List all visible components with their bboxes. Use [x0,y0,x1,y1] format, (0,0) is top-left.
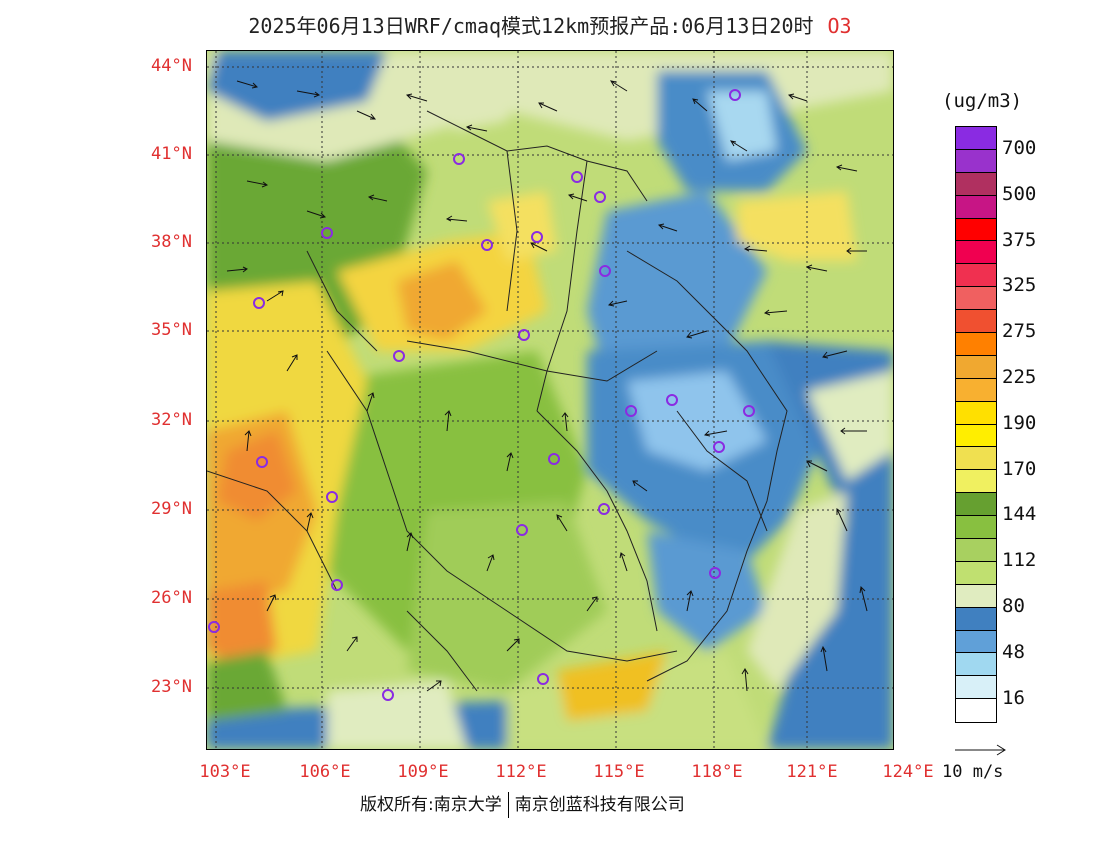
lon-label-103: 103°E [199,762,251,782]
legend-swatch [956,516,996,540]
legend-swatch [956,218,996,242]
legend-swatch [956,607,996,631]
legend-label: 275 [1002,320,1037,343]
lat-label-29: 29°N [151,499,192,519]
legend-swatch [956,699,996,723]
color-legend [955,126,997,724]
legend-label: 80 [1002,594,1025,617]
legend-label: 325 [1002,274,1037,297]
lon-label-106: 106°E [299,762,351,782]
lon-label-124: 124°E [882,762,934,782]
legend-swatch [956,264,996,288]
city-markers [208,89,755,701]
legend-swatch [956,584,996,608]
footer-separator [507,792,509,818]
map-canvas [207,51,893,749]
lat-label-38: 38°N [151,232,192,252]
copyright-text: 版权所有:南京大学 [360,795,502,815]
lon-label-115: 115°E [593,762,645,782]
legend-swatch [956,401,996,425]
title-text: 2025年06月13日WRF/cmaq模式12km预报产品:06月13日20时 [248,14,814,38]
lon-label-118: 118°E [691,762,743,782]
forecast-map [206,50,894,750]
legend-swatch [956,676,996,700]
legend-swatch [956,470,996,494]
lat-label-44: 44°N [151,56,192,76]
wind-reference-arrow [955,744,1006,756]
legend-swatch [956,447,996,471]
legend-label: 112 [1002,549,1037,572]
province-boundaries [207,110,788,692]
variable-label: O3 [827,14,852,38]
legend-label: 48 [1002,640,1025,663]
legend-label: 170 [1002,457,1037,480]
lat-label-35: 35°N [151,320,192,340]
lon-label-121: 121°E [786,762,838,782]
legend-label: 144 [1002,503,1037,526]
legend-label: 190 [1002,411,1037,434]
legend-swatch [956,127,996,150]
wind-reference-label: 10 m/s [942,762,1004,782]
map-title: 2025年06月13日WRF/cmaq模式12km预报产品:06月13日20时 O… [0,10,1100,39]
copyright-footer: 版权所有:南京大学 南京创蓝科技有限公司 [360,790,685,818]
legend-label: 700 [1002,136,1037,159]
legend-swatch [956,149,996,173]
legend-swatch [956,493,996,517]
lat-label-32: 32°N [151,410,192,430]
legend-swatch [956,172,996,196]
company-text: 南京创蓝科技有限公司 [514,795,685,815]
legend-swatch [956,241,996,265]
legend-swatch [956,653,996,677]
legend-label: 375 [1002,228,1037,251]
legend-swatch [956,561,996,585]
lat-label-41: 41°N [151,144,192,164]
lon-label-109: 109°E [397,762,449,782]
legend-unit: (ug/m3) [942,90,1023,112]
wind-vectors [226,80,868,692]
legend-label: 500 [1002,182,1037,205]
legend-swatch [956,287,996,311]
lat-label-26: 26°N [151,588,192,608]
lat-label-23: 23°N [151,677,192,697]
legend-swatch [956,630,996,654]
legend-swatch [956,195,996,219]
graticule [207,51,893,749]
lon-label-112: 112°E [495,762,547,782]
legend-label: 225 [1002,365,1037,388]
legend-swatch [956,424,996,448]
legend-swatch [956,539,996,562]
legend-swatch [956,378,996,402]
legend-label: 16 [1002,686,1025,709]
legend-swatch [956,310,996,334]
legend-swatch [956,355,996,379]
legend-swatch [956,333,996,356]
